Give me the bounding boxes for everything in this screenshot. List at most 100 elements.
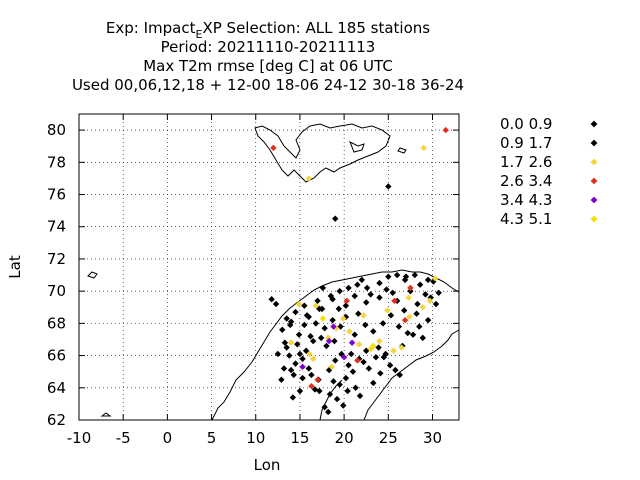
data-point-series-1 (351, 292, 358, 300)
data-point-series-1 (316, 305, 323, 313)
grid-lines (78, 113, 460, 421)
data-point-series-1 (268, 296, 275, 303)
data-point-series-0 (280, 365, 288, 372)
data-point-series-1 (422, 291, 429, 298)
data-point-series-1 (401, 276, 409, 284)
chart-title: Exp: ImpactEXP Selection: ALL 185 statio… (72, 19, 464, 94)
data-point-series-2 (419, 304, 426, 311)
data-point-series-0 (314, 297, 321, 305)
legend-entry-label: 0.9 1.7 (500, 134, 552, 152)
data-point-series-2 (312, 302, 320, 309)
data-point-series-0 (330, 378, 337, 385)
data-point-series-1 (396, 371, 403, 379)
data-point-series-1 (296, 350, 304, 358)
data-point-series-0 (424, 316, 432, 324)
data-point-series-1 (351, 331, 358, 338)
data-point-series-0 (290, 371, 297, 379)
y-tick-label: 80 (47, 121, 66, 139)
data-point-series-2 (390, 347, 397, 354)
data-point-series-0 (274, 350, 282, 358)
data-point-series-0 (414, 300, 421, 308)
data-point-series-1 (332, 357, 339, 364)
data-point-series-1 (329, 316, 336, 324)
data-point-series-0 (379, 320, 387, 327)
data-point-series-2 (398, 344, 405, 351)
data-point-series-1 (325, 408, 332, 416)
x-tick-label: 25 (379, 429, 398, 447)
data-point-series-2 (420, 144, 427, 152)
data-point-series-1 (383, 286, 390, 293)
data-point-series-0 (296, 387, 304, 395)
data-point-series-0 (432, 300, 440, 308)
data-point-series-0 (286, 352, 293, 359)
data-point-series-1 (309, 337, 317, 345)
y-tick-label: 70 (47, 282, 66, 300)
legend-marker (590, 215, 598, 223)
y-tick-label: 72 (47, 250, 66, 268)
legend-entry-label: 2.6 3.4 (500, 172, 552, 190)
data-point-series-0 (295, 331, 303, 338)
data-point-series-0 (301, 321, 308, 329)
data-point-series-2 (287, 339, 295, 346)
data-point-series-0 (299, 355, 306, 362)
legend-entry-label: 4.3 5.1 (500, 210, 552, 228)
data-point-series-0 (317, 334, 325, 342)
data-point-series-1 (292, 308, 299, 316)
y-tick-label: 76 (47, 186, 66, 204)
data-point-series-1 (356, 392, 364, 400)
data-point-series-2 (305, 175, 312, 182)
data-point-series-1 (321, 403, 328, 411)
data-point-series-0 (416, 281, 424, 288)
data-point-series-0 (342, 374, 350, 382)
data-point-series-3 (270, 144, 277, 152)
title-line-3: Max T2m rmse [deg C] at 06 UTC (143, 57, 393, 75)
data-point-series-1 (386, 362, 394, 369)
data-point-series-2 (426, 297, 434, 305)
data-point-series-0 (308, 371, 315, 379)
data-point-series-1 (363, 284, 371, 292)
data-point-series-0 (409, 331, 417, 338)
data-point-series-0 (326, 391, 334, 398)
data-point-series-0 (367, 291, 374, 298)
data-point-series-1 (380, 353, 388, 361)
y-axis-label: Lat (6, 255, 24, 279)
data-point-series-0 (376, 279, 383, 287)
data-point-series-0 (283, 315, 290, 322)
data-point-series-1 (375, 344, 382, 351)
data-point-series-0 (352, 384, 359, 391)
data-point-series-0 (336, 381, 343, 388)
data-point-series-5 (319, 315, 327, 322)
data-point-series-0 (363, 299, 370, 306)
legend-marker (590, 120, 598, 128)
data-point-series-5 (370, 342, 377, 350)
data-point-series-2 (340, 315, 347, 322)
title-line-1: Exp: ImpactEXP Selection: ALL 185 statio… (106, 19, 430, 41)
y-tick-label: 66 (47, 347, 66, 365)
data-point-series-3 (401, 316, 409, 324)
data-point-series-1 (278, 376, 285, 383)
data-point-series-0 (416, 323, 423, 330)
data-point-series-3 (391, 297, 398, 305)
plot-frame (78, 113, 460, 421)
data-point-series-0 (332, 215, 339, 222)
y-tick-label: 74 (47, 218, 66, 236)
data-point-series-1 (360, 358, 367, 366)
data-point-series-1 (401, 307, 408, 314)
data-point-series-0 (336, 287, 343, 295)
data-point-series-3 (407, 284, 414, 292)
data-point-series-1 (299, 374, 306, 382)
data-point-series-4 (325, 337, 333, 345)
data-point-series-4 (330, 323, 337, 330)
data-points (268, 126, 449, 416)
data-point-series-0 (312, 320, 320, 327)
data-point-series-0 (344, 387, 351, 395)
data-point-series-2 (376, 337, 383, 345)
data-point-series-1 (340, 402, 347, 409)
data-point-series-2 (360, 312, 367, 319)
legend-marker (590, 139, 598, 147)
data-point-series-2 (306, 350, 313, 358)
data-point-series-4 (340, 353, 348, 361)
data-point-series-3 (343, 297, 350, 305)
map-coastline (87, 123, 460, 421)
y-tick-label: 68 (47, 314, 66, 332)
